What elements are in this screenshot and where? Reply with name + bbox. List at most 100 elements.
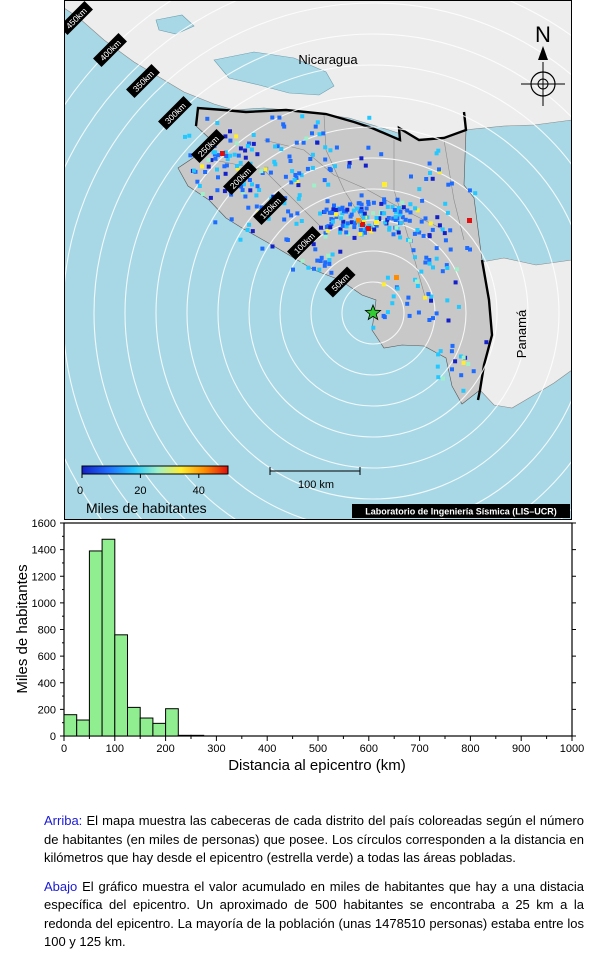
district-marker (327, 261, 332, 266)
district-marker (232, 152, 237, 157)
district-marker (366, 202, 371, 207)
district-marker (251, 133, 256, 137)
district-marker (428, 171, 432, 175)
district-marker (215, 121, 220, 125)
district-marker (445, 210, 450, 215)
district-marker (301, 140, 306, 145)
district-marker (326, 253, 331, 258)
district-marker (361, 227, 365, 232)
district-marker (379, 152, 384, 157)
district-marker (369, 229, 374, 234)
district-marker (290, 169, 295, 174)
caption: Arriba: El mapa muestra las cabeceras de… (44, 812, 584, 962)
district-marker (240, 188, 245, 193)
border-nicaragua-costa-rica (194, 106, 468, 142)
district-marker (408, 210, 413, 215)
district-marker (330, 252, 335, 257)
district-marker (246, 205, 251, 210)
district-marker (315, 140, 320, 145)
district-marker (348, 202, 352, 207)
district-marker (438, 349, 443, 354)
y-tick-label: 600 (38, 651, 56, 663)
district-marker (209, 158, 214, 163)
district-marker (183, 134, 187, 139)
district-marker (265, 138, 270, 143)
district-marker (383, 220, 388, 225)
district-marker (254, 204, 259, 209)
district-marker (315, 258, 320, 263)
district-marker (406, 295, 411, 300)
district-marker (365, 215, 370, 220)
district-marker (412, 231, 417, 236)
x-axis-label: Distancia al epicentro (km) (228, 757, 406, 774)
district-marker (200, 192, 205, 196)
district-marker (289, 180, 294, 185)
district-marker (334, 145, 339, 150)
district-marker (445, 298, 450, 303)
district-marker (295, 179, 300, 184)
histogram-bar (127, 706, 141, 737)
district-marker (315, 120, 320, 125)
district-marker (312, 183, 317, 188)
colorbar-tick: 20 (134, 485, 146, 497)
district-marker (430, 227, 435, 232)
district-marker (294, 221, 299, 226)
district-marker (371, 200, 376, 205)
district-marker (254, 193, 259, 198)
district-marker (283, 174, 288, 179)
district-marker (305, 166, 310, 171)
district-marker (344, 230, 349, 235)
district-marker (259, 205, 264, 210)
district-marker (328, 225, 333, 230)
district-marker (431, 265, 435, 270)
district-marker (245, 228, 250, 232)
district-marker (340, 223, 345, 228)
district-marker (459, 354, 463, 359)
district-marker (334, 214, 339, 219)
district-marker (235, 166, 240, 171)
district-marker (340, 205, 345, 210)
district-marker (437, 167, 441, 172)
district-marker (420, 198, 425, 203)
district-marker (229, 192, 234, 197)
district-marker (281, 122, 286, 127)
colorbar-tick: 40 (193, 485, 205, 497)
district-marker (385, 310, 390, 315)
district-marker (436, 375, 441, 380)
district-marker (297, 193, 302, 198)
district-marker (323, 260, 328, 265)
district-marker (331, 207, 336, 212)
district-marker (228, 129, 232, 134)
district-marker (296, 183, 301, 188)
histogram-bar (63, 714, 78, 737)
district-marker (367, 223, 372, 228)
x-tick-label: 200 (156, 743, 174, 755)
district-marker (359, 156, 364, 161)
y-tick-label: 1000 (32, 598, 56, 610)
district-marker (461, 388, 466, 393)
district-marker (456, 304, 461, 309)
district-marker (318, 259, 323, 263)
district-marker (400, 200, 405, 205)
district-marker (317, 267, 322, 272)
district-marker (423, 216, 428, 221)
district-marker (382, 211, 387, 216)
district-marker (338, 227, 343, 232)
district-marker (294, 140, 299, 145)
district-marker (434, 151, 439, 156)
district-marker (467, 188, 472, 193)
district-marker (195, 179, 200, 184)
district-marker (247, 141, 251, 146)
district-marker (374, 216, 379, 220)
district-marker (325, 199, 330, 204)
district-marker (398, 212, 403, 216)
district-marker (426, 292, 431, 297)
district-marker (299, 219, 304, 223)
district-marker (243, 148, 248, 153)
district-marker (453, 359, 458, 364)
district-marker (429, 298, 434, 303)
district-marker (205, 116, 210, 121)
district-marker (279, 147, 284, 151)
district-marker (393, 214, 398, 219)
district-marker (238, 160, 243, 165)
